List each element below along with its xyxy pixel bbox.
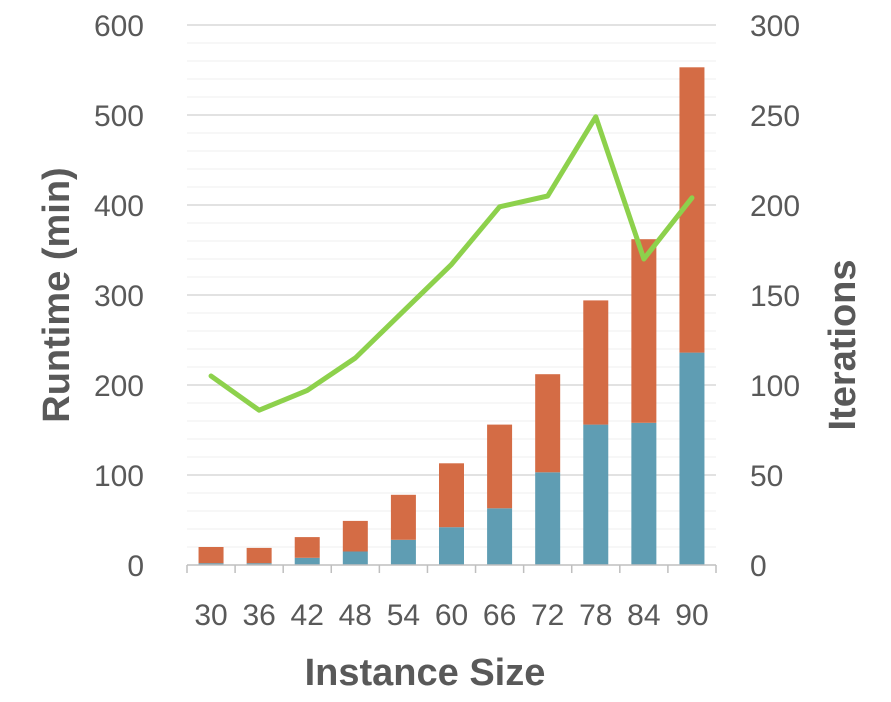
y-tick-label: 400: [94, 190, 144, 223]
y-tick-label: 500: [94, 100, 144, 133]
gridlines: [187, 24, 716, 548]
x-tick-label: 84: [627, 599, 660, 632]
x-axis: [186, 564, 717, 573]
iterations-line: [208, 114, 695, 413]
bar-segment-2-84: [631, 239, 657, 423]
x-tick-label: 90: [675, 599, 708, 632]
bar-segment-1-84: [631, 422, 657, 565]
left-y-axis-title: Runtime (min): [36, 167, 78, 422]
x-tick-label: 54: [387, 599, 420, 632]
y2-tick-label: 0: [750, 550, 767, 583]
y2-tick-label: 150: [750, 280, 800, 313]
right-y-axis-ticks: 0 50 100 150 200 250 300: [750, 10, 800, 583]
y2-tick-label: 50: [750, 460, 783, 493]
bar-segment-2-78: [583, 300, 609, 425]
x-axis-title: Instance Size: [305, 652, 546, 694]
y-tick-label: 100: [94, 460, 144, 493]
x-tick-label: 60: [435, 599, 468, 632]
y2-tick-label: 300: [750, 10, 800, 43]
bars-group: [198, 67, 705, 565]
bar-segment-1-60: [439, 527, 464, 565]
x-tick-label: 30: [194, 599, 227, 632]
y2-tick-label: 250: [750, 100, 800, 133]
bar-segment-1-30: [198, 563, 224, 565]
bar-segment-1-66: [487, 508, 513, 565]
bar-segment-1-36: [246, 563, 272, 565]
x-tick-label: 72: [531, 599, 564, 632]
x-tick-label: 42: [291, 599, 324, 632]
y-tick-label: 600: [94, 10, 144, 43]
y-tick-label: 200: [94, 370, 144, 403]
x-axis-ticks: 30 36 42 48 54 60 66 72 78 84 90: [194, 599, 708, 632]
x-tick-label: 36: [242, 599, 275, 632]
y-tick-label: 300: [94, 280, 144, 313]
bar-segment-1-48: [342, 551, 368, 565]
bar-segment-2-36: [246, 547, 272, 564]
line-group: [208, 114, 695, 413]
bar-segment-2-60: [439, 463, 464, 528]
bar-segment-1-78: [583, 424, 609, 565]
y-tick-label: 0: [127, 550, 144, 583]
y2-tick-label: 200: [750, 190, 800, 223]
x-tick-label: 48: [339, 599, 372, 632]
bar-segment-2-30: [198, 547, 224, 564]
right-y-axis-title: Iterations: [822, 259, 864, 430]
bar-segment-1-54: [390, 539, 416, 565]
bar-segment-2-42: [294, 537, 320, 558]
bar-segment-2-72: [535, 374, 561, 473]
x-tick-label: 66: [483, 599, 516, 632]
bar-segment-1-42: [294, 557, 320, 565]
bar-segment-1-90: [679, 352, 705, 565]
x-tick-label: 78: [579, 599, 612, 632]
bar-segment-2-66: [487, 424, 513, 509]
bar-segment-2-48: [342, 520, 368, 552]
left-y-axis-ticks: 0 100 200 300 400 500 600: [94, 10, 144, 583]
bar-segment-1-72: [535, 472, 561, 565]
bar-segment-2-54: [390, 494, 416, 540]
y2-tick-label: 100: [750, 370, 800, 403]
